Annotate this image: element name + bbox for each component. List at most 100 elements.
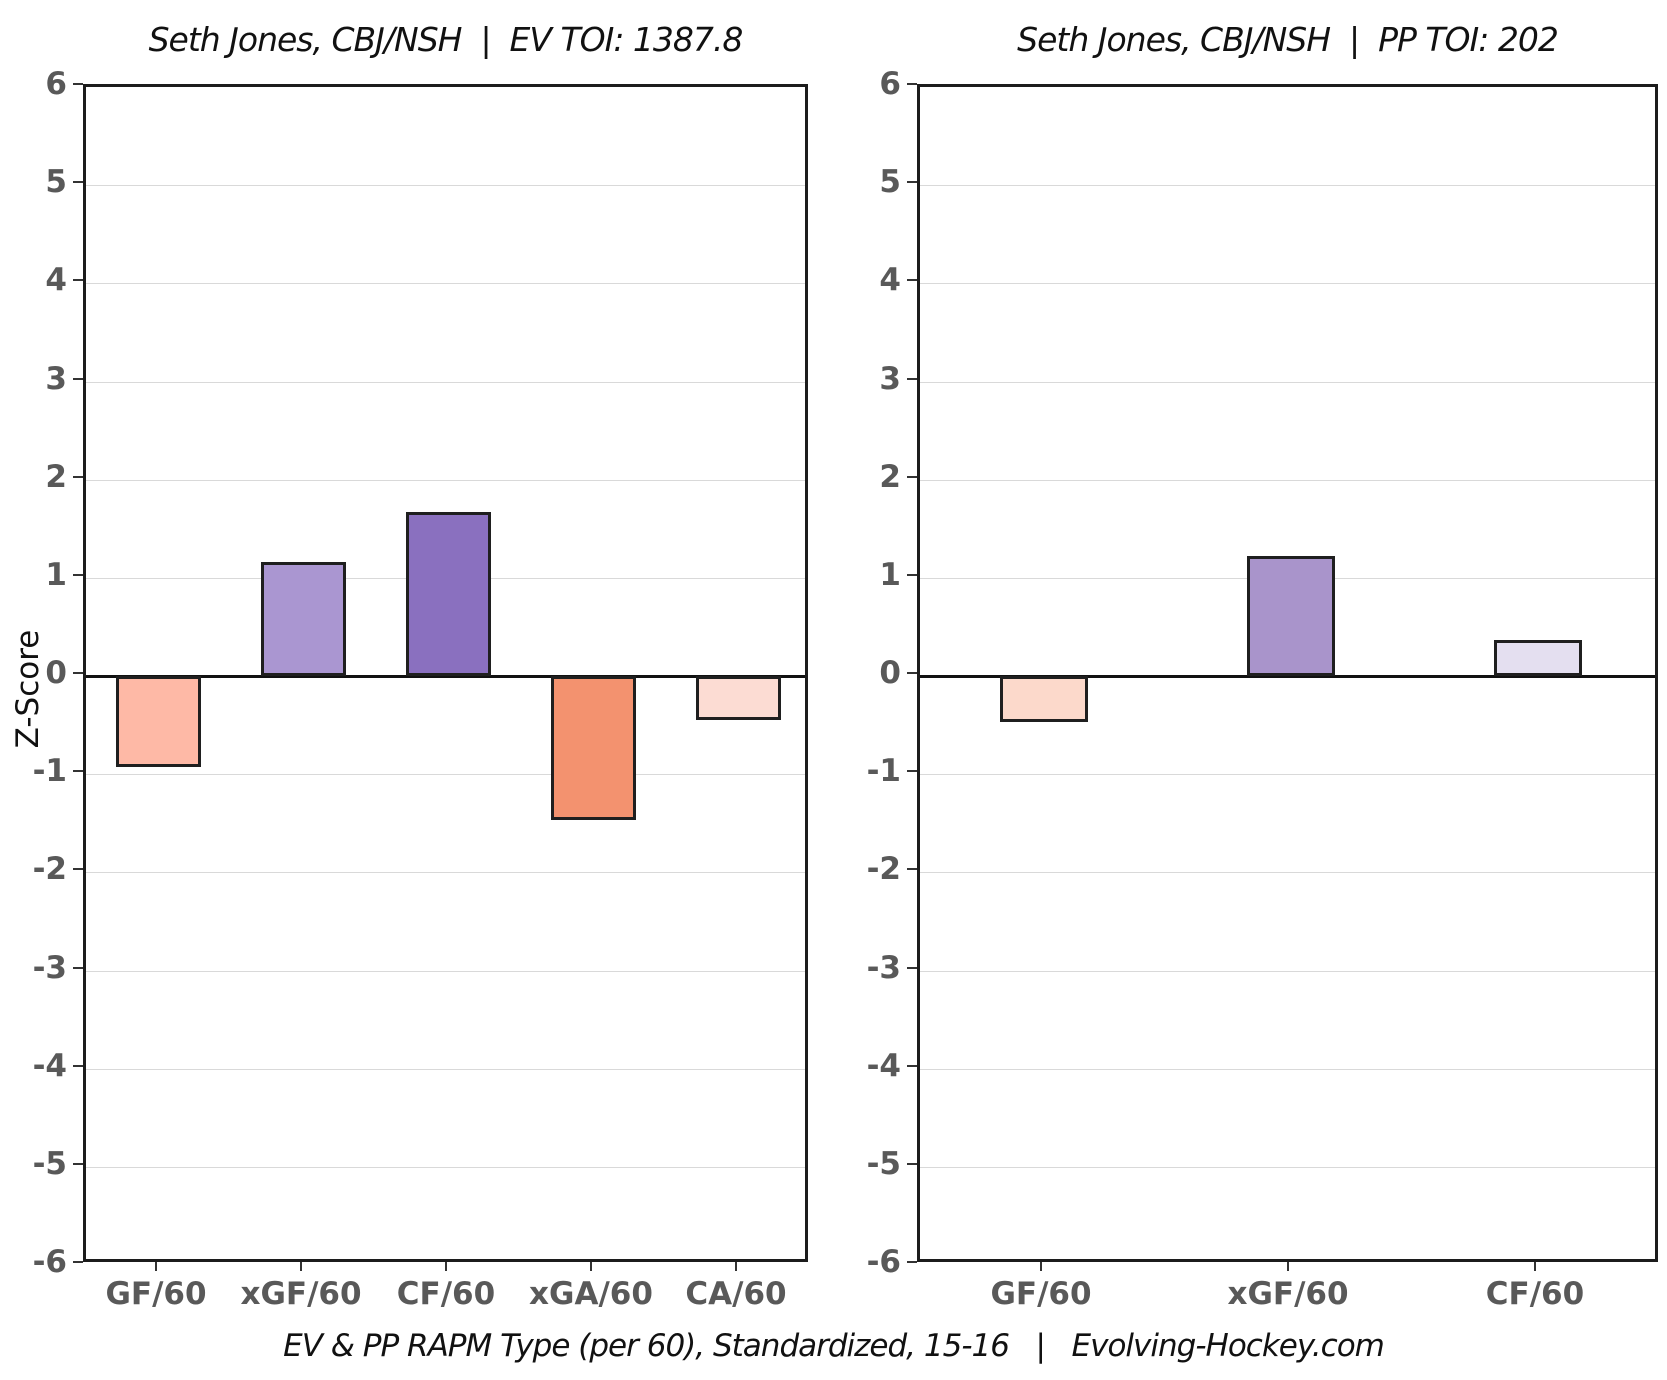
y-tick-mark — [907, 378, 917, 380]
x-tick-mark — [735, 1262, 737, 1271]
gridline-y-2 — [86, 872, 805, 873]
gridline-y2 — [86, 480, 805, 481]
y-tick-label-2: 2 — [45, 459, 67, 495]
x-tick-label-CF-60: CF/60 — [1485, 1276, 1585, 1312]
y-tick-mark — [73, 1163, 83, 1165]
x-tick-label-GF-60: GF/60 — [990, 1276, 1092, 1312]
y-tick-label--2: -2 — [866, 851, 901, 887]
y-tick-mark — [907, 1261, 917, 1263]
plot-panel-pp — [917, 84, 1658, 1262]
y-tick-label--5: -5 — [866, 1146, 901, 1182]
y-tick-label-1: 1 — [879, 557, 901, 593]
y-tick-label-3: 3 — [45, 361, 67, 397]
gridline-y-1 — [920, 774, 1655, 775]
y-tick-mark — [907, 1065, 917, 1067]
y-tick-label-3: 3 — [879, 361, 901, 397]
y-tick-mark — [907, 967, 917, 969]
y-tick-label-1: 1 — [45, 557, 67, 593]
gridline-y-5 — [86, 1167, 805, 1168]
y-tick-label--6: -6 — [866, 1244, 901, 1280]
y-tick-mark — [73, 672, 83, 674]
y-tick-mark — [73, 476, 83, 478]
gridline-y-3 — [920, 971, 1655, 972]
y-tick-mark — [907, 83, 917, 85]
y-tick-mark — [73, 181, 83, 183]
x-tick-mark — [300, 1262, 302, 1271]
y-tick-label--3: -3 — [866, 950, 901, 986]
x-tick-mark — [1040, 1262, 1042, 1271]
y-tick-mark — [73, 1065, 83, 1067]
y-tick-mark — [907, 672, 917, 674]
y-tick-mark — [907, 279, 917, 281]
gridline-y5 — [920, 185, 1655, 186]
chart-title-ev: Seth Jones, CBJ/NSH | EV TOI: 1387.8 — [148, 20, 744, 59]
x-tick-mark — [1534, 1262, 1536, 1271]
x-tick-label-xGA-60: xGA/60 — [529, 1276, 653, 1312]
gridline-y-4 — [920, 1069, 1655, 1070]
y-tick-label--6: -6 — [32, 1244, 67, 1280]
y-tick-label--4: -4 — [32, 1048, 67, 1084]
y-tick-mark — [73, 770, 83, 772]
y-tick-mark — [73, 378, 83, 380]
y-tick-mark — [907, 181, 917, 183]
figure-caption: EV & PP RAPM Type (per 60), Standardized… — [283, 1328, 1385, 1364]
y-tick-label-4: 4 — [45, 262, 67, 298]
bar-CF-60 — [1494, 640, 1582, 676]
y-tick-label--1: -1 — [866, 753, 901, 789]
y-tick-label-4: 4 — [879, 262, 901, 298]
gridline-y2 — [920, 480, 1655, 481]
gridline-y4 — [86, 283, 805, 284]
gridline-y-2 — [920, 872, 1655, 873]
y-tick-mark — [907, 574, 917, 576]
bar-GF-60 — [116, 676, 201, 767]
gridline-y-5 — [920, 1167, 1655, 1168]
y-tick-label--1: -1 — [32, 753, 67, 789]
y-tick-label--3: -3 — [32, 950, 67, 986]
y-tick-label-5: 5 — [45, 164, 67, 200]
x-tick-label-xGF-60: xGF/60 — [240, 1276, 362, 1312]
gridline-y3 — [86, 382, 805, 383]
chart-title-pp: Seth Jones, CBJ/NSH | PP TOI: 202 — [1017, 20, 1559, 59]
bar-xGA-60 — [551, 676, 636, 820]
y-tick-mark — [73, 868, 83, 870]
gridline-y3 — [920, 382, 1655, 383]
x-tick-label-CA-60: CA/60 — [685, 1276, 787, 1312]
y-tick-mark — [73, 967, 83, 969]
zero-line — [86, 675, 805, 678]
y-tick-mark — [73, 1261, 83, 1263]
zero-line — [920, 675, 1655, 678]
y-tick-label--2: -2 — [32, 851, 67, 887]
x-tick-mark — [155, 1262, 157, 1271]
gridline-y-3 — [86, 971, 805, 972]
plot-panel-ev — [83, 84, 808, 1262]
y-tick-label--5: -5 — [32, 1146, 67, 1182]
y-tick-label-6: 6 — [879, 66, 901, 102]
y-tick-label-6: 6 — [45, 66, 67, 102]
x-tick-label-GF-60: GF/60 — [105, 1276, 207, 1312]
y-tick-label-0: 0 — [879, 655, 901, 691]
bar-CA-60 — [696, 676, 781, 720]
x-tick-label-CF-60: CF/60 — [396, 1276, 496, 1312]
y-tick-label-0: 0 — [45, 655, 67, 691]
x-tick-label-xGF-60: xGF/60 — [1227, 1276, 1349, 1312]
y-tick-mark — [907, 770, 917, 772]
bar-xGF-60 — [261, 562, 346, 676]
y-tick-mark — [73, 574, 83, 576]
y-tick-mark — [907, 1163, 917, 1165]
gridline-y-1 — [86, 774, 805, 775]
gridline-y-4 — [86, 1069, 805, 1070]
x-tick-mark — [445, 1262, 447, 1271]
bar-GF-60 — [1000, 676, 1088, 722]
bar-CF-60 — [406, 512, 491, 676]
x-tick-mark — [590, 1262, 592, 1271]
y-tick-mark — [73, 279, 83, 281]
y-tick-mark — [907, 476, 917, 478]
y-tick-label--4: -4 — [866, 1048, 901, 1084]
bar-xGF-60 — [1247, 556, 1335, 676]
gridline-y5 — [86, 185, 805, 186]
y-tick-label-5: 5 — [879, 164, 901, 200]
y-tick-mark — [907, 868, 917, 870]
y-tick-label-2: 2 — [879, 459, 901, 495]
y-tick-mark — [73, 83, 83, 85]
